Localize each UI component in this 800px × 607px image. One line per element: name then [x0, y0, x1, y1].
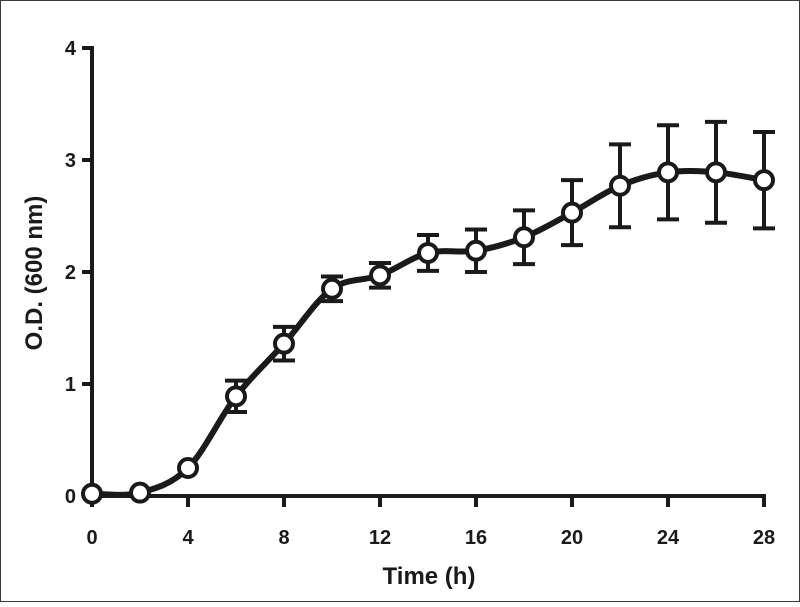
- data-point: [417, 241, 439, 264]
- data-point: [321, 277, 343, 300]
- data-point: [465, 239, 487, 262]
- x-tick-label: 20: [561, 527, 583, 549]
- data-point: [129, 481, 151, 504]
- x-tick-label: 28: [753, 527, 775, 549]
- data-point: [561, 201, 583, 224]
- data-point: [369, 264, 391, 287]
- data-point: [753, 169, 775, 192]
- data-point: [177, 457, 199, 479]
- x-tick-label: 24: [657, 527, 680, 549]
- y-tick-label: 2: [65, 262, 76, 284]
- x-tick-label: 8: [278, 527, 289, 549]
- x-tick-label: 0: [86, 527, 97, 549]
- data-point: [225, 385, 247, 408]
- data-point: [513, 226, 535, 249]
- y-axis-title: O.D. (600 nm): [21, 196, 48, 351]
- y-tick-label: 1: [65, 374, 76, 396]
- data-point: [273, 332, 295, 355]
- y-tick-label: 3: [65, 150, 76, 172]
- data-point: [81, 482, 103, 505]
- x-tick-label: 16: [465, 527, 487, 549]
- data-point: [705, 161, 727, 184]
- y-tick-label: 4: [65, 38, 77, 60]
- y-tick-label: 0: [65, 486, 76, 508]
- x-tick-label: 12: [369, 527, 391, 549]
- data-point: [657, 161, 679, 184]
- x-tick-label: 4: [182, 527, 194, 549]
- data-point: [609, 174, 631, 197]
- x-axis-title: Time (h): [383, 563, 476, 590]
